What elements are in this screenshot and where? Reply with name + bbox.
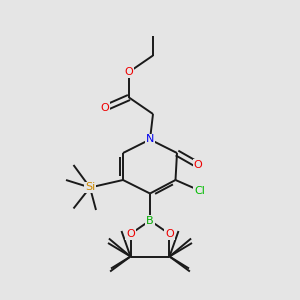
Text: Si: Si xyxy=(85,182,95,193)
Text: O: O xyxy=(100,103,109,113)
Text: O: O xyxy=(165,229,174,239)
Text: Cl: Cl xyxy=(194,185,205,196)
Text: O: O xyxy=(126,229,135,239)
Text: O: O xyxy=(124,67,134,77)
Text: O: O xyxy=(194,160,202,170)
Text: N: N xyxy=(146,134,154,145)
Text: B: B xyxy=(146,215,154,226)
